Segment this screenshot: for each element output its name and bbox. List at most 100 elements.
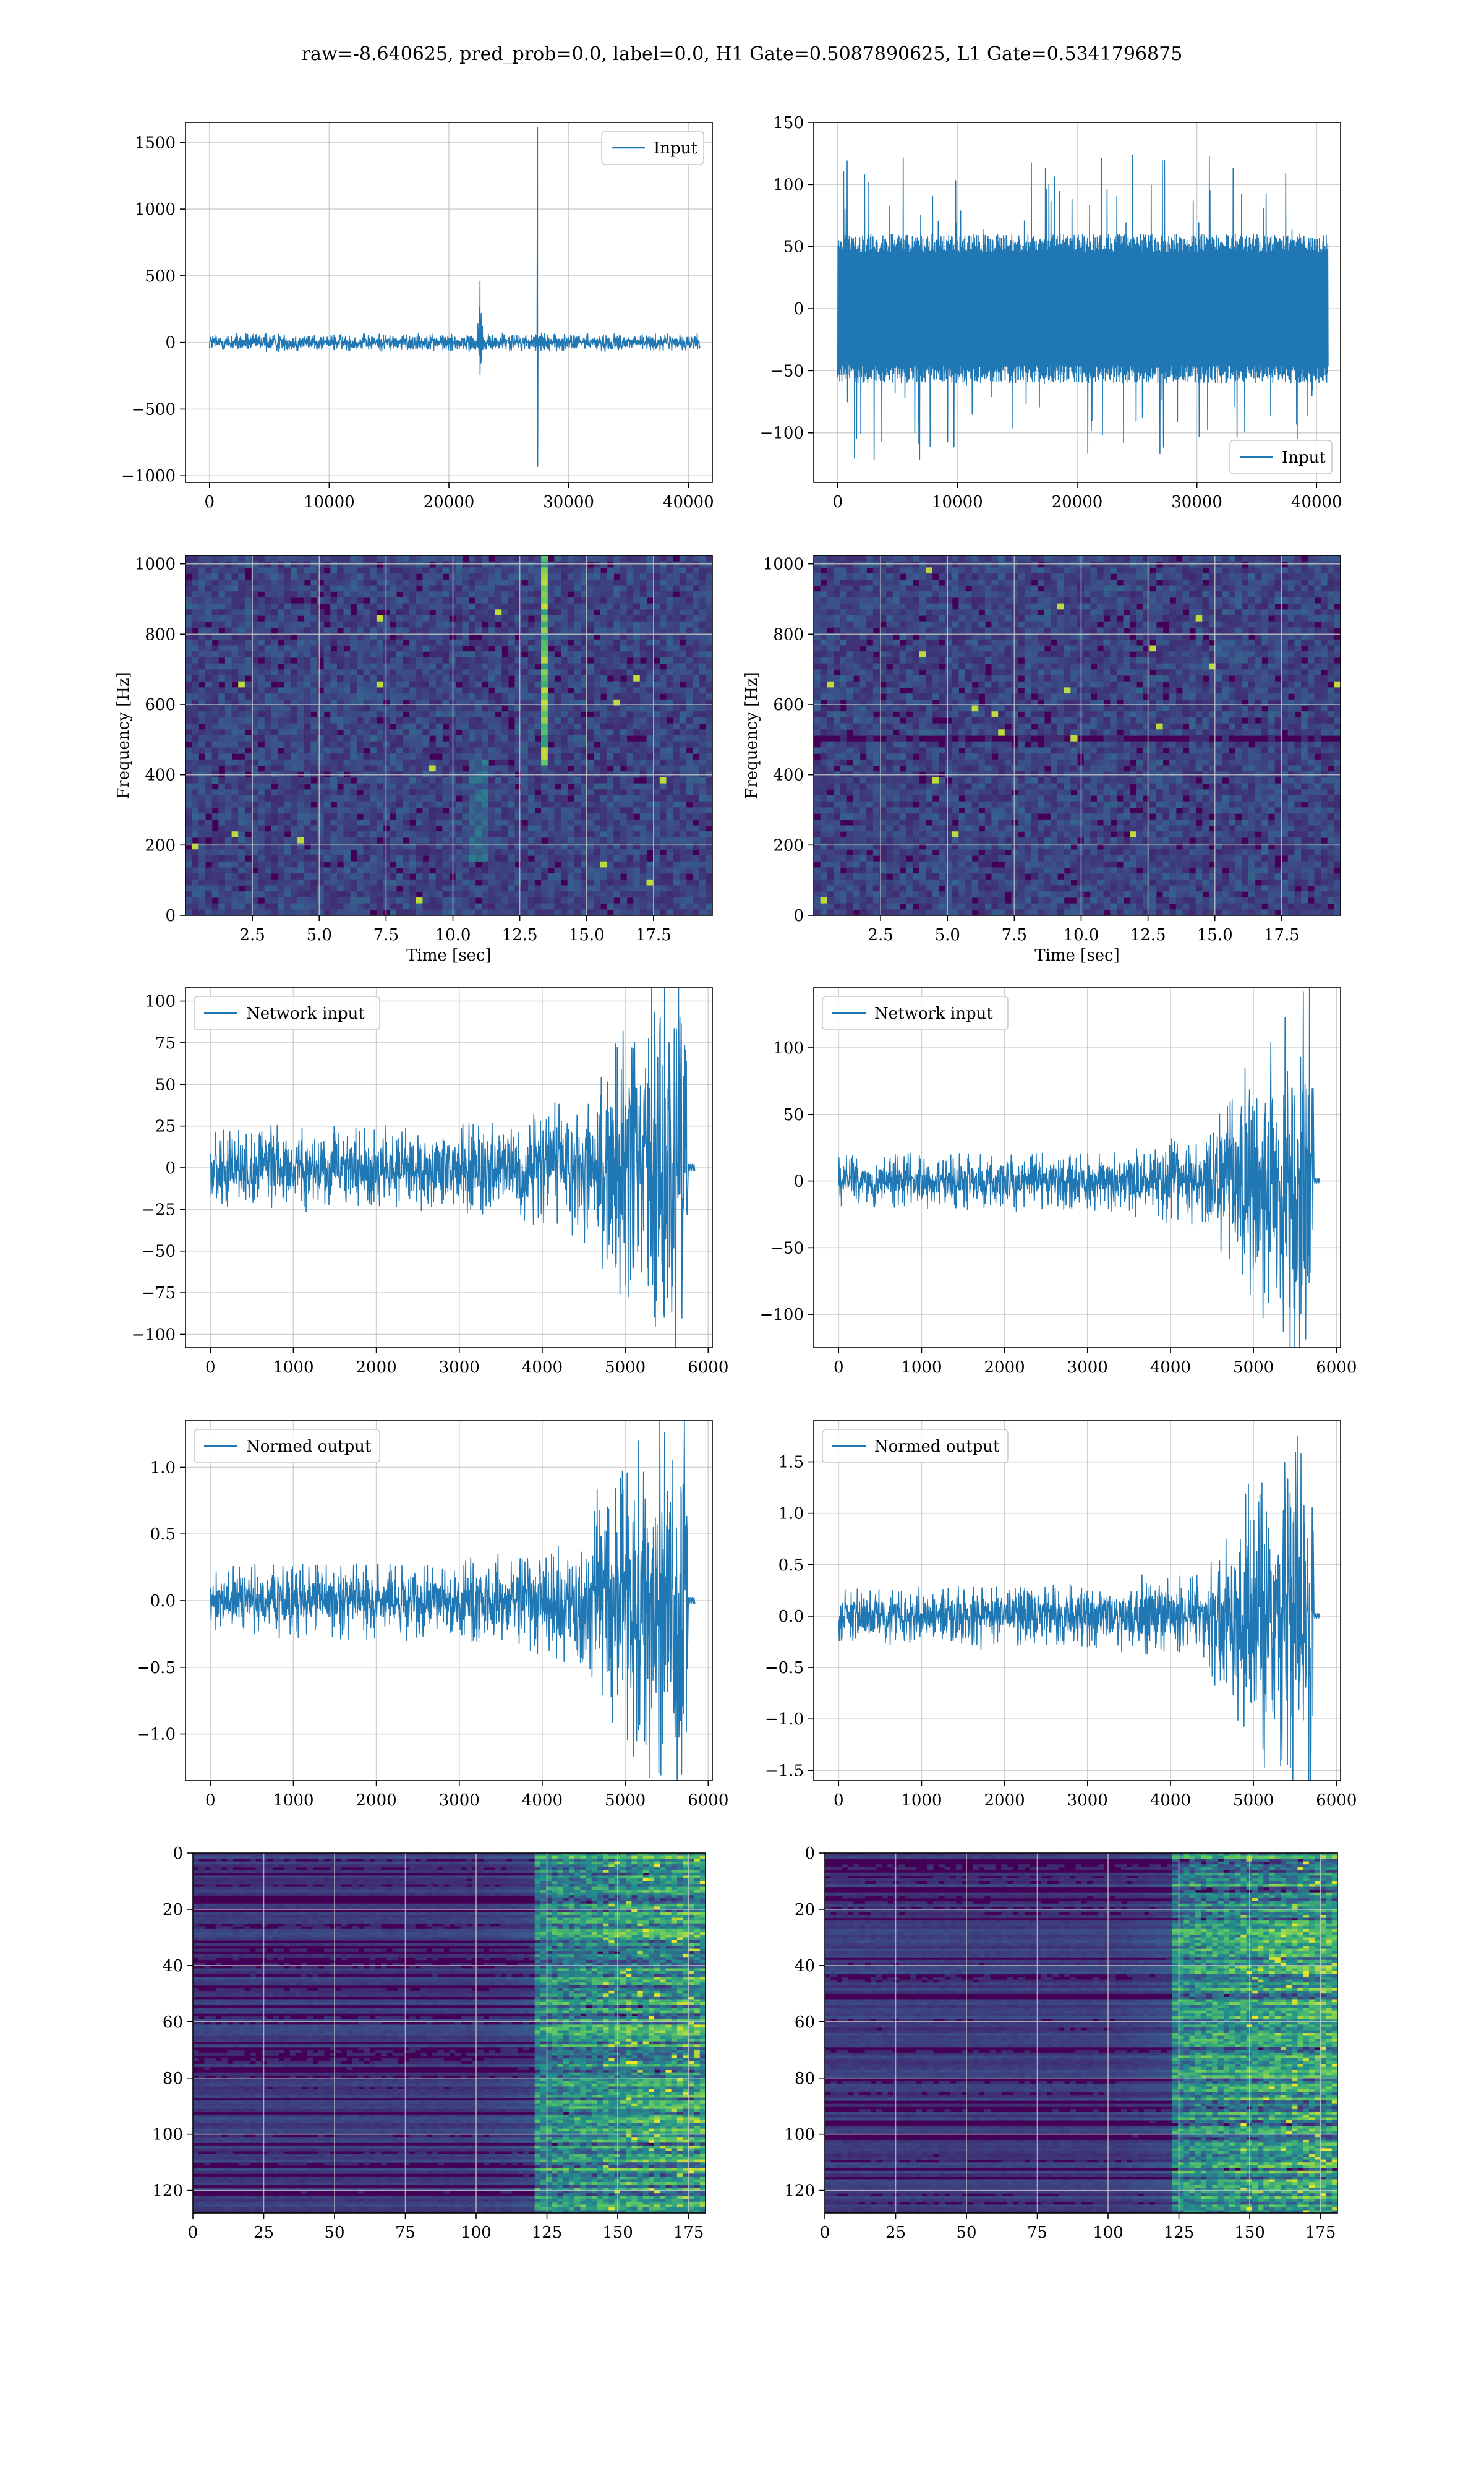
heatmap-cell [422, 759, 430, 766]
heatmap-cell [488, 585, 496, 592]
heatmap-cell [291, 729, 298, 736]
heatmap-cell [686, 705, 693, 712]
heatmap-cell [403, 885, 410, 892]
heatmap-cell [679, 603, 687, 610]
heatmap-cell [337, 603, 344, 610]
heatmap-cell [330, 825, 338, 832]
heatmap-cell [218, 645, 226, 652]
heatmap-cell [449, 597, 456, 604]
heatmap-cell [429, 819, 437, 826]
heatmap-cell [626, 603, 634, 610]
heatmap-cell [594, 735, 601, 742]
heatmap-cell [271, 855, 278, 862]
heatmap-cell [370, 675, 377, 682]
heatmap-cell [205, 891, 213, 898]
heatmap-cell [462, 639, 469, 646]
heatmap-cell [455, 591, 463, 598]
heatmap-cell [693, 699, 700, 706]
heatmap-cell [834, 657, 841, 664]
heatmap-cell [455, 825, 463, 832]
heatmap-cell [409, 555, 417, 562]
heatmap-cell [827, 573, 834, 580]
heatmap-cell [350, 663, 357, 670]
heatmap-cell [600, 801, 608, 808]
heatmap-cell [224, 819, 232, 826]
heatmap-cell [258, 633, 265, 640]
heatmap-cell [403, 735, 410, 742]
heatmap-cell [350, 831, 357, 838]
heatmap-cell [666, 825, 673, 832]
heatmap-cell [409, 765, 417, 772]
heatmap-cell [186, 723, 193, 730]
heatmap-cell [567, 699, 574, 706]
heatmap-cell [827, 669, 834, 676]
heatmap-cell [673, 669, 680, 676]
heatmap-cell [488, 885, 496, 892]
heatmap-cell [310, 723, 318, 730]
heatmap-cell [403, 831, 410, 838]
heatmap-cell [581, 717, 588, 724]
heatmap-cell [198, 639, 206, 646]
heatmap-cell [521, 789, 529, 796]
heatmap-cell [679, 699, 687, 706]
heatmap-cell [820, 555, 827, 562]
heatmap-cell [244, 765, 252, 772]
heatmap-cell [310, 627, 318, 634]
heatmap-cell [211, 789, 219, 796]
heatmap-cell [620, 567, 628, 574]
heatmap-cell [633, 603, 641, 610]
heatmap-cell [827, 603, 834, 610]
heatmap-cell [659, 627, 667, 634]
heatmap-cell [495, 579, 502, 586]
heatmap-cell [699, 819, 706, 826]
heatmap-cell [541, 639, 548, 646]
heatmap-cell [659, 861, 667, 868]
heatmap-cell [613, 627, 621, 634]
heatmap-cell [455, 675, 463, 682]
heatmap-cell [607, 861, 614, 868]
heatmap-cell [396, 579, 404, 586]
heatmap-cell [495, 567, 502, 574]
heatmap-cell [554, 885, 561, 892]
heatmap-cell [330, 621, 338, 628]
heatmap-cell [231, 777, 239, 784]
heatmap-cell [620, 687, 628, 694]
heatmap-cell [846, 561, 854, 568]
heatmap-cell [218, 591, 226, 598]
heatmap-cell [291, 735, 298, 742]
heatmap-cell [297, 897, 305, 904]
heatmap-cell [600, 885, 608, 892]
heatmap-cell [449, 903, 456, 910]
heatmap-cell [653, 747, 660, 754]
heatmap-cell [607, 603, 614, 610]
heatmap-cell [501, 621, 509, 628]
heatmap-cell [469, 891, 476, 898]
heatmap-cell [350, 681, 357, 688]
heatmap-cell [376, 627, 384, 634]
heatmap-cell [693, 555, 700, 562]
heatmap-cell [244, 663, 252, 670]
heatmap-cell [581, 897, 588, 904]
heatmap-cell [409, 729, 417, 736]
heatmap-cell [317, 819, 325, 826]
heatmap-cell [205, 615, 213, 622]
heatmap-cell [416, 729, 424, 736]
heatmap-cell [310, 603, 318, 610]
heatmap-cell [462, 843, 469, 850]
heatmap-cell [422, 825, 430, 832]
heatmap-cell [323, 663, 331, 670]
heatmap-cell [521, 597, 529, 604]
heatmap-cell [211, 879, 219, 886]
heatmap-cell [278, 777, 285, 784]
heatmap-cell [626, 573, 634, 580]
heatmap-cell [561, 573, 568, 580]
heatmap-cell [258, 567, 265, 574]
heatmap-cell [508, 741, 516, 748]
heatmap-cell [594, 555, 601, 562]
heatmap-cell [462, 813, 469, 820]
heatmap-cell [594, 891, 601, 898]
heatmap-cell [390, 855, 397, 862]
heatmap-cell [370, 861, 377, 868]
heatmap-cell [673, 807, 680, 814]
heatmap-cell [613, 591, 621, 598]
